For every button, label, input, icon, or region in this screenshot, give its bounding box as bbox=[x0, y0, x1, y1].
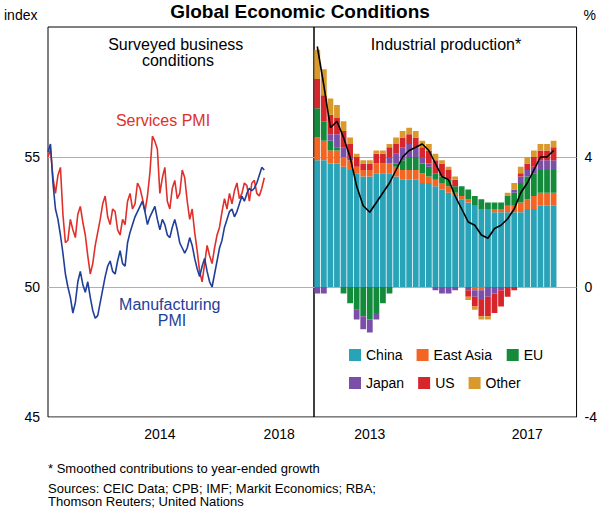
svg-text:East Asia: East Asia bbox=[434, 347, 493, 363]
svg-text:2014: 2014 bbox=[144, 426, 175, 442]
svg-text:2017: 2017 bbox=[512, 426, 543, 442]
svg-text:index: index bbox=[4, 7, 37, 23]
svg-text:Sources: CEIC Data; CPB; IMF;: Sources: CEIC Data; CPB; IMF; Markit Eco… bbox=[48, 481, 380, 496]
svg-text:Global Economic Conditions: Global Economic Conditions bbox=[170, 1, 430, 22]
svg-text:Thomson Reuters; United Nation: Thomson Reuters; United Nations bbox=[48, 494, 244, 509]
svg-text:Industrial production*: Industrial production* bbox=[371, 36, 521, 53]
svg-text:-4: -4 bbox=[585, 409, 598, 425]
svg-text:US: US bbox=[435, 375, 454, 391]
svg-text:Manufacturing: Manufacturing bbox=[119, 296, 225, 313]
svg-text:* Smoothed contributions to ye: * Smoothed contributions to year-ended g… bbox=[48, 461, 320, 476]
svg-text:4: 4 bbox=[585, 149, 593, 165]
svg-text:conditions: conditions bbox=[142, 52, 214, 69]
svg-text:Surveyed business: Surveyed business bbox=[108, 36, 248, 53]
svg-text:50: 50 bbox=[24, 279, 40, 295]
svg-text:%: % bbox=[584, 7, 596, 23]
svg-text:PMI: PMI bbox=[158, 312, 186, 329]
svg-text:EU: EU bbox=[524, 347, 543, 363]
svg-text:55: 55 bbox=[24, 149, 40, 165]
svg-text:2018: 2018 bbox=[264, 426, 295, 442]
svg-text:Japan: Japan bbox=[366, 375, 404, 391]
svg-text:Other: Other bbox=[486, 375, 521, 391]
svg-text:45: 45 bbox=[24, 409, 40, 425]
svg-text:Services PMI: Services PMI bbox=[116, 112, 210, 129]
svg-text:2013: 2013 bbox=[354, 426, 385, 442]
svg-text:China: China bbox=[366, 347, 403, 363]
svg-text:0: 0 bbox=[585, 279, 593, 295]
